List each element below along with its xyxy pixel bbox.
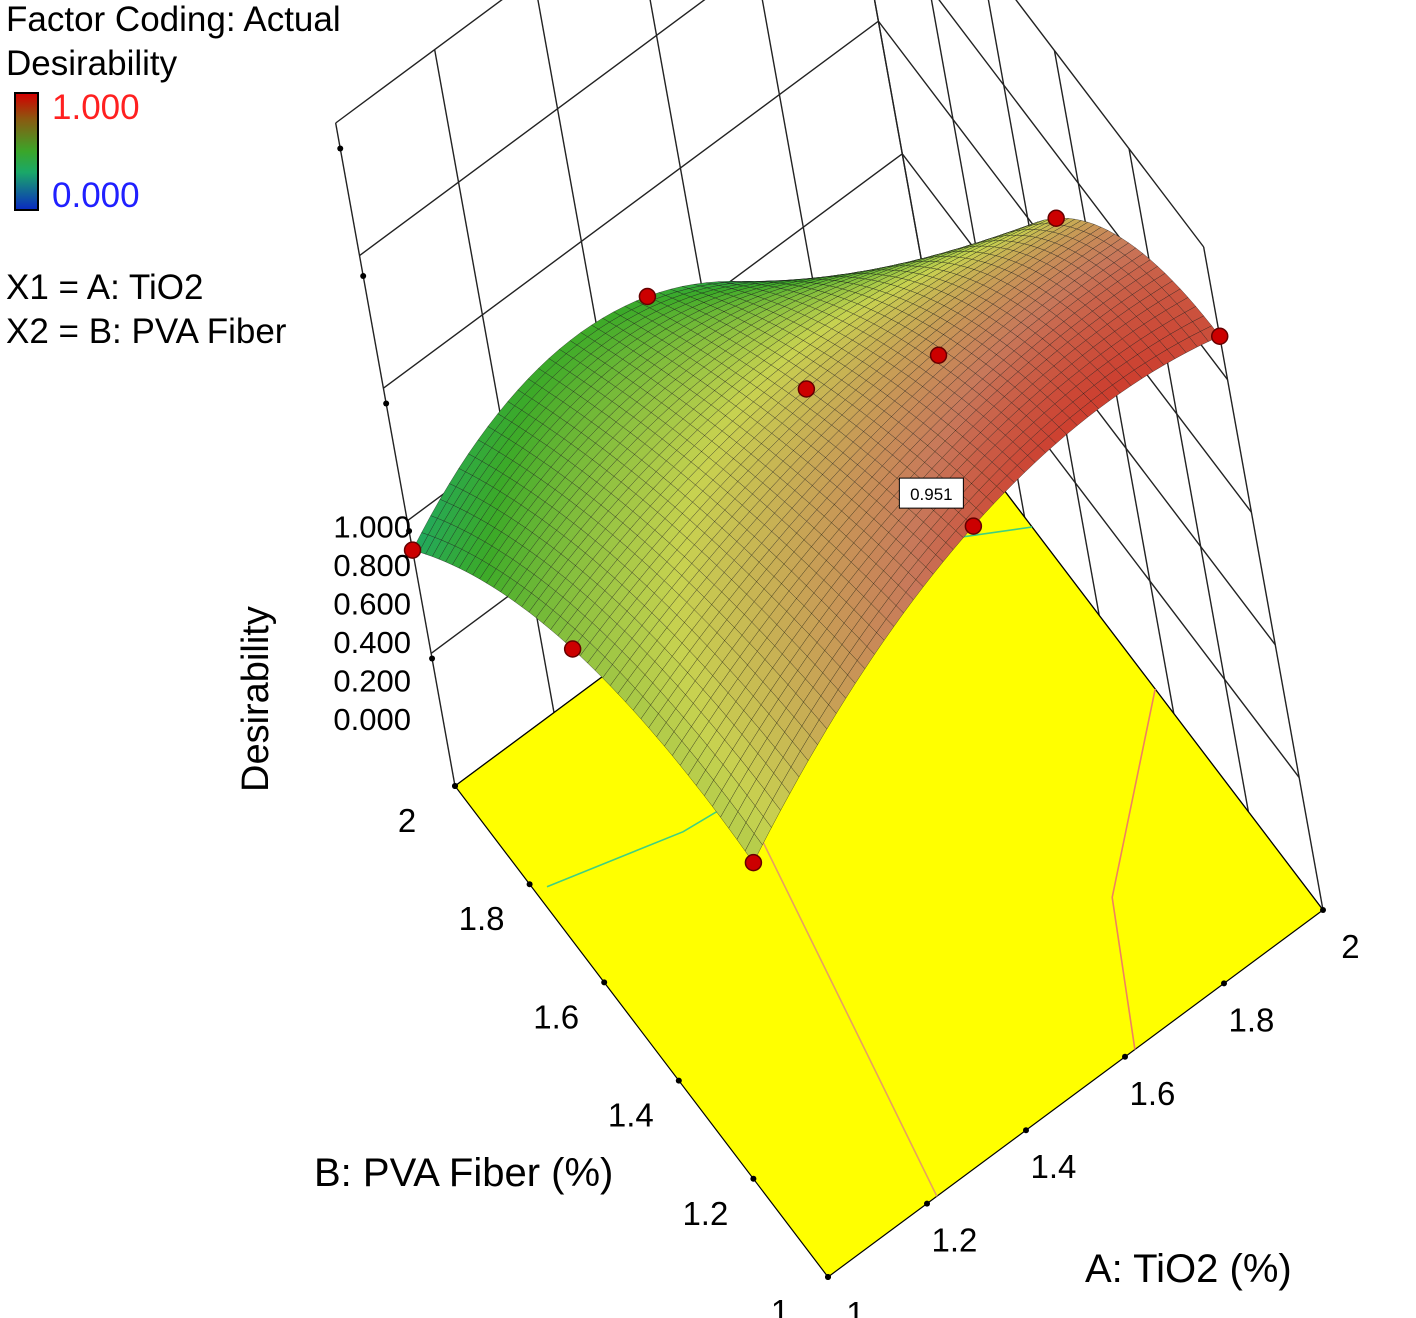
colorbar-min-label: 0.000 <box>52 176 140 215</box>
y-axis-label: B: PVA Fiber (%) <box>314 1151 613 1195</box>
z-tick-label: 0.600 <box>333 587 411 622</box>
y-tick-label: 1 <box>771 1293 789 1318</box>
y-tick-mark <box>825 1274 831 1280</box>
wall-grid-line <box>1202 246 1324 911</box>
legend: Factor Coding: Actual Desirability 1.000… <box>0 0 420 360</box>
factor-x1-label: X1 = A: TiO2 <box>6 268 204 307</box>
design-point <box>929 346 948 364</box>
z-tick-label: 1.000 <box>333 510 411 545</box>
design-point <box>964 517 983 535</box>
x-tick-label: 1.4 <box>1031 1148 1077 1185</box>
design-point <box>563 640 582 658</box>
wall-grid-line <box>359 0 1229 381</box>
z-tick-label: 0.200 <box>333 664 411 699</box>
axis-labels: A: TiO2 (%) B: PVA Fiber (%) Desirabilit… <box>235 606 1292 1291</box>
x-tick-label: 1.8 <box>1229 1001 1275 1038</box>
z-tick-label: 0.000 <box>333 702 411 737</box>
y-tick-mark <box>675 1077 682 1084</box>
z-tick-mark <box>452 783 458 789</box>
response-surface <box>412 217 1221 864</box>
z-tick-mark <box>429 655 436 662</box>
y-tick-label: 1.4 <box>608 1097 654 1134</box>
z-tick-label: 0.800 <box>333 548 411 583</box>
x-tick-mark <box>1023 1127 1029 1134</box>
x-tick-label: 2 <box>1341 928 1359 965</box>
y-tick-mark <box>526 881 533 888</box>
annotation-label: 0.951 <box>910 485 953 504</box>
z-axis-label: Desirability <box>235 606 277 792</box>
wall-grid-line <box>334 122 456 787</box>
y-tick-mark <box>601 979 608 986</box>
y-tick-label: 1.6 <box>533 998 579 1035</box>
design-point <box>638 287 657 306</box>
x-tick-mark <box>1320 907 1326 913</box>
y-tick-label: 1.2 <box>682 1195 728 1232</box>
design-point <box>1210 327 1229 345</box>
colorbar <box>14 92 39 211</box>
colorbar-max-label: 1.000 <box>52 88 140 127</box>
x-tick-mark <box>924 1200 930 1207</box>
design-points: 0.951 <box>403 209 1229 872</box>
design-point <box>403 541 422 559</box>
y-tick-label: 1.8 <box>459 900 505 937</box>
annotation-box <box>898 477 964 509</box>
z-tick-mark <box>360 273 367 279</box>
x-tick-label: 1.2 <box>932 1222 978 1259</box>
design-point <box>1047 209 1065 227</box>
z-tick-mark <box>406 528 413 534</box>
y-tick-mark <box>750 1175 757 1182</box>
x-tick-label: 1.6 <box>1130 1075 1176 1112</box>
floor-contour <box>1111 688 1156 1050</box>
design-point <box>797 380 816 398</box>
x-axis-label: A: TiO2 (%) <box>1085 1247 1292 1291</box>
wall-grid-line <box>335 0 1205 248</box>
z-tick-mark <box>337 145 344 152</box>
x-tick-label: 1 <box>846 1295 864 1318</box>
design-point <box>744 853 763 872</box>
z-tick-label: 0.400 <box>333 625 411 660</box>
response-label: Desirability <box>6 44 178 83</box>
x-tick-mark <box>1122 1053 1128 1060</box>
factor-x2-label: X2 = B: PVA Fiber <box>6 312 287 351</box>
x-tick-mark <box>1221 980 1227 987</box>
factor-coding-label: Factor Coding: Actual <box>6 0 341 39</box>
z-tick-mark <box>383 400 390 407</box>
y-tick-label: 2 <box>398 802 416 839</box>
